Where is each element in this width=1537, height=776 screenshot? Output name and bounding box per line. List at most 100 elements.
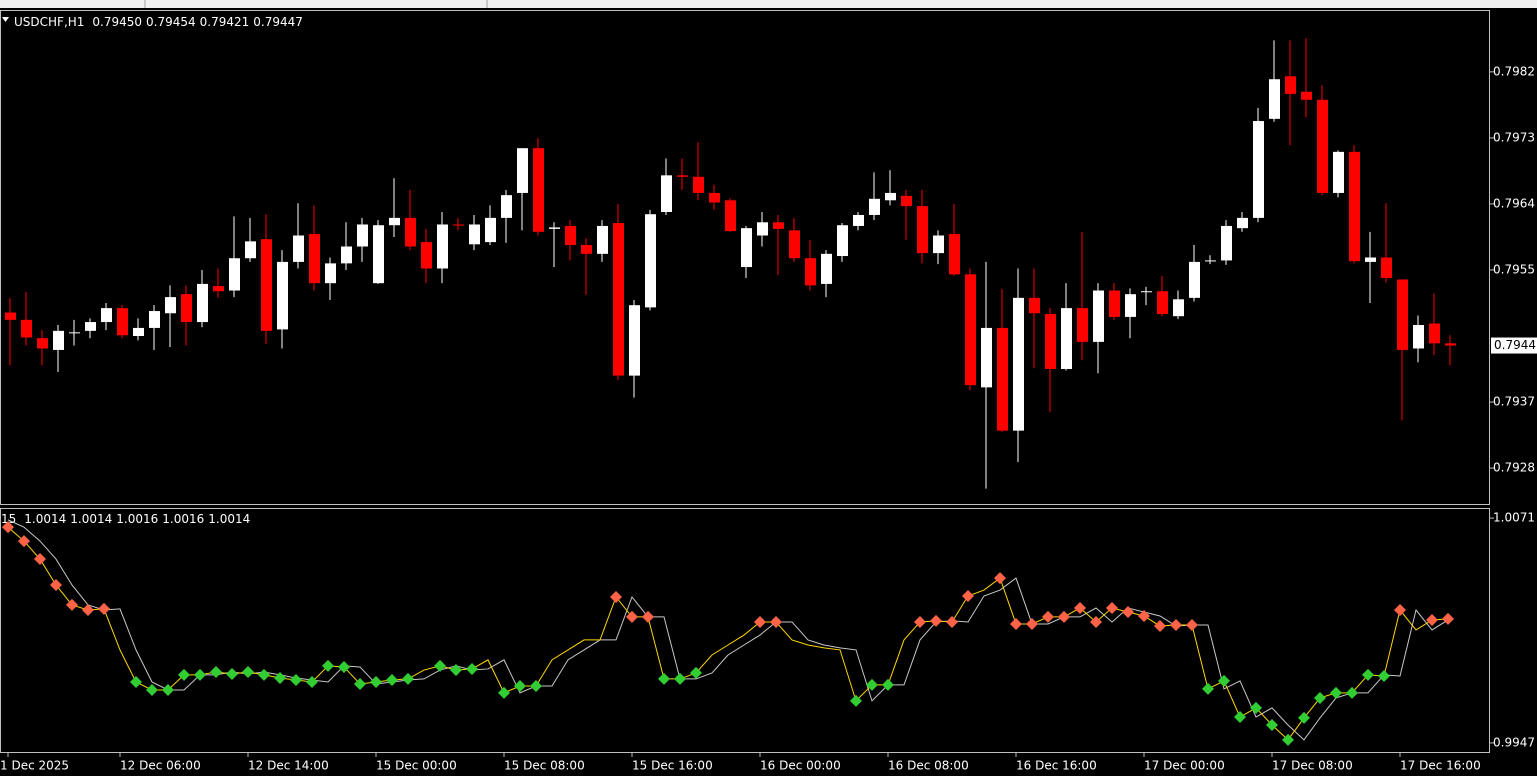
candle-body — [1189, 261, 1200, 298]
header-value: 1.0016 — [116, 512, 158, 526]
diamond-marker — [1042, 610, 1054, 623]
candle-body — [821, 253, 832, 284]
diamond-marker — [514, 679, 526, 692]
candle-body — [773, 222, 784, 229]
candle-body — [677, 175, 688, 177]
candle-body — [757, 222, 768, 236]
candle-body — [789, 230, 800, 259]
candle-body — [53, 330, 64, 350]
header-value: 0.79454 — [146, 15, 196, 29]
candle-body — [645, 214, 656, 308]
diamond-marker — [866, 678, 878, 691]
candle-body — [341, 246, 352, 264]
x-tick-label: 15 Dec 08:00 — [504, 759, 585, 773]
candle-body — [181, 294, 192, 323]
header-value: 0.79421 — [200, 15, 250, 29]
header-value: 0.79450 — [92, 15, 142, 29]
candle-body — [117, 308, 128, 336]
diamond-marker — [50, 578, 62, 591]
candle-body — [373, 225, 384, 284]
diamond-marker — [306, 676, 318, 689]
candle-body — [741, 228, 752, 268]
price-label: 0.7944 — [1494, 338, 1536, 352]
candle-body — [581, 245, 592, 254]
candle-body — [1301, 91, 1312, 100]
diamond-marker — [674, 672, 686, 685]
x-tick-label: 16 Dec 16:00 — [1016, 759, 1097, 773]
diamond-marker — [1090, 615, 1102, 628]
candle-body — [485, 217, 496, 243]
indicator-pane-border — [0, 508, 1490, 753]
header-value: 1.0016 — [162, 512, 204, 526]
candle-body — [853, 214, 864, 226]
candle-body — [421, 242, 432, 269]
candle-body — [325, 263, 336, 284]
candle-body — [437, 224, 448, 269]
symbol: USDCHF,H1 — [14, 15, 84, 29]
diamond-marker — [1442, 612, 1454, 625]
x-tick-label: 12 Dec 14:00 — [248, 759, 329, 773]
diamond-marker — [1362, 668, 1374, 681]
candle-body — [1173, 299, 1184, 317]
diamond-marker — [338, 660, 350, 673]
candle-body — [1013, 297, 1024, 431]
diamond-marker — [146, 683, 158, 696]
candle-body — [725, 200, 736, 232]
candle-body — [613, 223, 624, 376]
candle-body — [1061, 308, 1072, 370]
candle-body — [1445, 343, 1456, 346]
diamond-marker — [82, 604, 94, 617]
candle-body — [933, 235, 944, 254]
y-tick-label: 1.0071 — [1493, 511, 1535, 525]
diamond-marker — [130, 676, 142, 689]
y-tick-label: 0.9947 — [1493, 735, 1535, 749]
candle-body — [261, 239, 272, 331]
diamond-marker — [178, 668, 190, 681]
candle-body — [405, 217, 416, 247]
diamond-marker — [258, 668, 270, 681]
candle-body — [661, 175, 672, 213]
diamond-marker — [98, 602, 110, 615]
candle-body — [1077, 308, 1088, 342]
candle-body — [981, 327, 992, 388]
candle-body — [965, 274, 976, 386]
candle-body — [805, 258, 816, 286]
candle-body — [949, 234, 960, 275]
diamond-marker — [434, 659, 446, 672]
diamond-marker — [530, 679, 542, 692]
diamond-marker — [1154, 619, 1166, 632]
x-tick-label: 1 Dec 2025 — [0, 759, 69, 773]
candle-body — [901, 195, 912, 207]
candle-body — [149, 311, 160, 328]
candle-body — [1429, 323, 1440, 344]
diamond-marker — [370, 676, 382, 689]
diamond-marker — [1074, 602, 1086, 615]
y-tick-label: 0.7937 — [1493, 395, 1535, 409]
diamond-marker — [1282, 733, 1294, 746]
diamond-marker — [354, 677, 366, 690]
diamond-marker — [34, 553, 46, 566]
candle-body — [1317, 99, 1328, 193]
candle-body — [549, 227, 560, 229]
candle-body — [21, 319, 32, 338]
diamond-marker — [466, 662, 478, 675]
diamond-marker — [1330, 686, 1342, 699]
candle-body — [629, 305, 640, 376]
candle-body — [885, 192, 896, 201]
candle-body — [517, 148, 528, 193]
diamond-marker — [290, 674, 302, 687]
candle-body — [1093, 290, 1104, 342]
diamond-marker — [754, 615, 766, 628]
diamond-marker — [1218, 674, 1230, 687]
candle-body — [37, 338, 48, 349]
diamond-marker — [690, 666, 702, 679]
diamond-marker — [66, 598, 78, 611]
candle-body — [565, 225, 576, 246]
candle-body — [501, 195, 512, 218]
diamond-marker — [1426, 613, 1438, 626]
diamond-marker — [162, 683, 174, 696]
candle-body — [245, 241, 256, 259]
candle-body — [1221, 225, 1232, 261]
